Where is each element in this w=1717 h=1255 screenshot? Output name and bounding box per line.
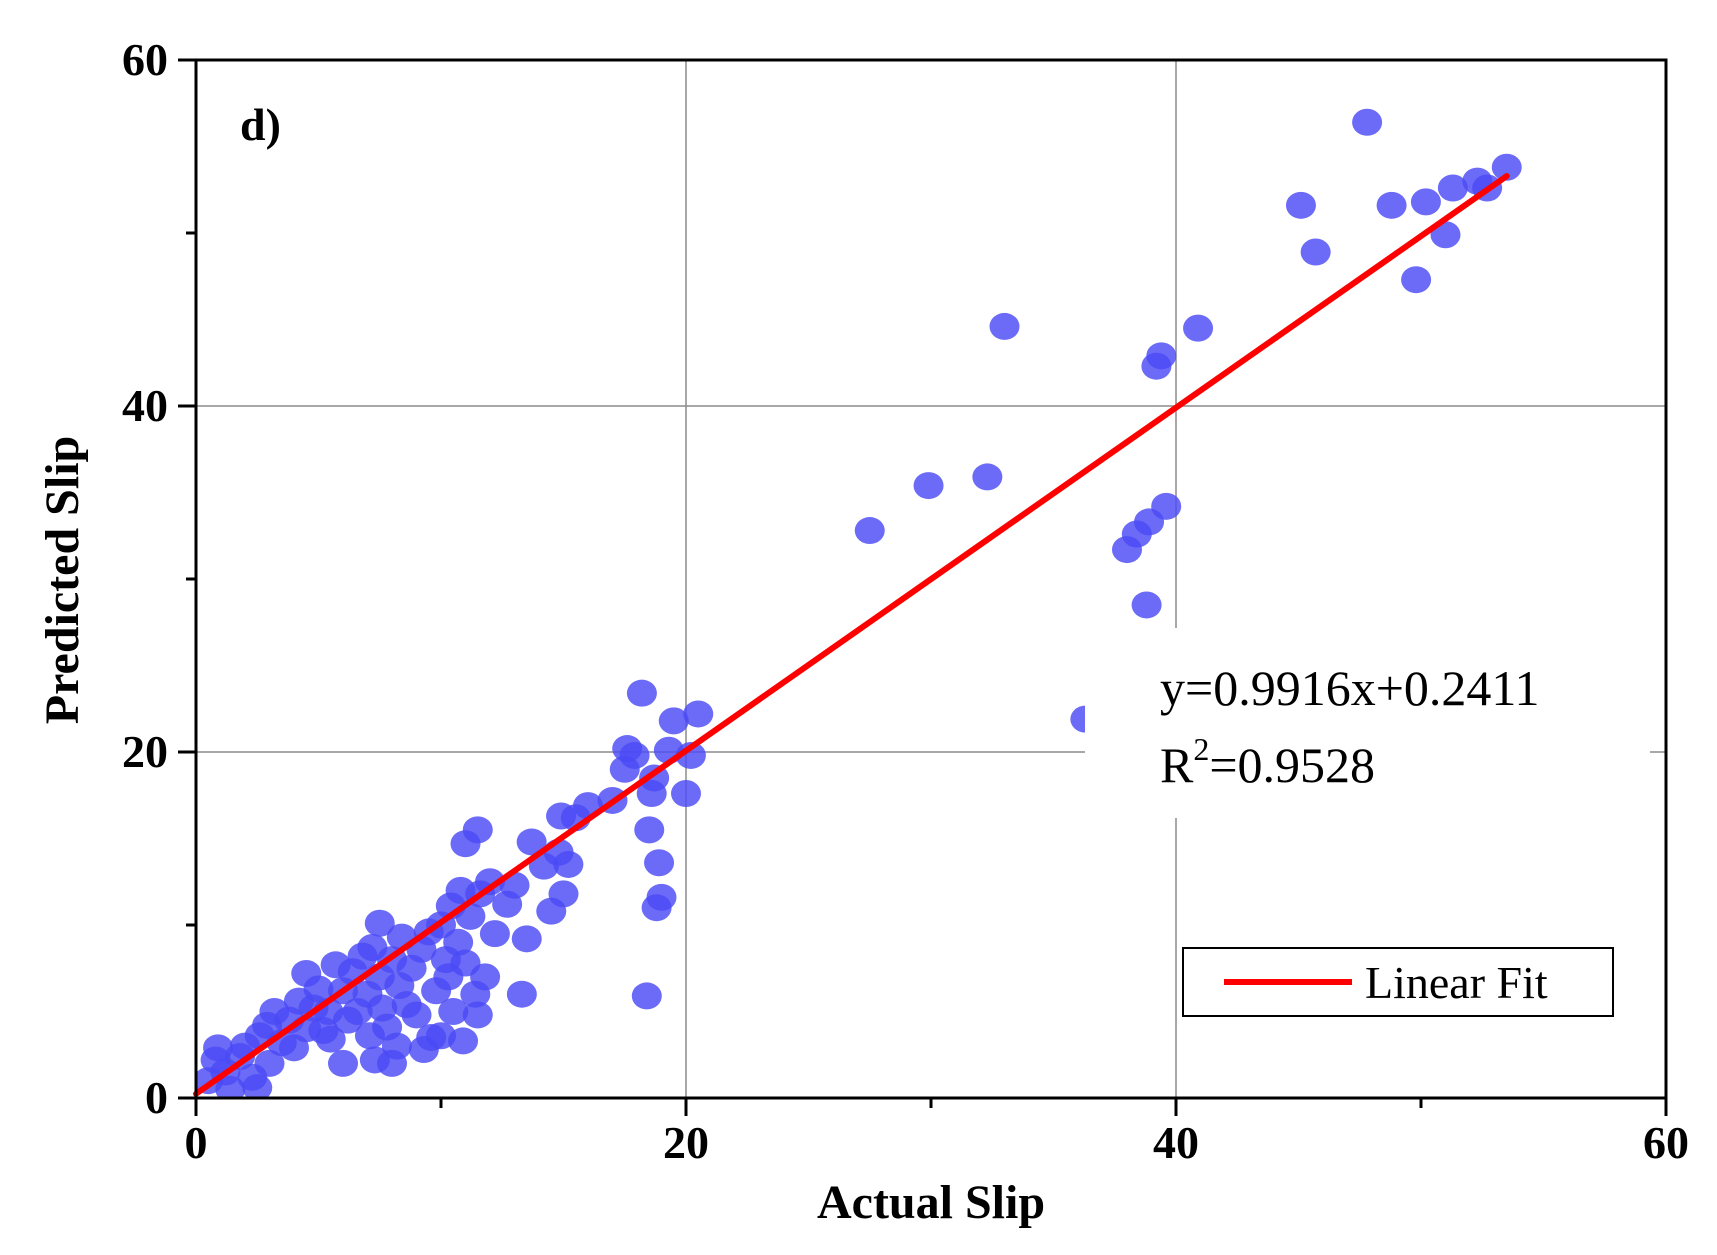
data-point-120 — [1430, 221, 1461, 249]
data-point-89 — [631, 982, 662, 1010]
r-squared-prefix: R — [1160, 737, 1194, 793]
data-point-119 — [1410, 188, 1441, 216]
data-point-81 — [548, 880, 579, 908]
data-point-97 — [658, 707, 689, 735]
data-point-67 — [426, 1022, 456, 1050]
data-point-68 — [377, 1049, 407, 1077]
panel-label: d) — [240, 99, 281, 150]
x-tick-label-40: 40 — [1153, 1117, 1199, 1168]
data-point-64 — [479, 920, 510, 948]
data-point-23 — [315, 1025, 346, 1053]
data-point-95 — [646, 883, 677, 911]
data-point-100 — [683, 700, 714, 728]
data-point-99 — [675, 741, 706, 769]
data-point-88 — [626, 679, 657, 707]
data-point-113 — [1183, 314, 1214, 342]
data-point-73 — [506, 980, 537, 1008]
data-point-109 — [1131, 591, 1162, 619]
r-squared: R2=0.9528 — [1160, 731, 1375, 793]
data-point-42 — [364, 909, 395, 937]
data-point-45 — [401, 1001, 432, 1029]
data-point-8 — [242, 1074, 273, 1098]
data-point-70 — [462, 816, 493, 844]
y-tick-label-40: 40 — [122, 380, 168, 431]
data-point-94 — [644, 849, 675, 877]
data-point-115 — [1300, 238, 1331, 266]
fit-line-group — [193, 173, 1510, 1097]
data-point-74 — [511, 925, 542, 953]
data-point-4 — [215, 1075, 246, 1098]
y-tick-label-0: 0 — [145, 1072, 168, 1123]
data-point-56 — [443, 928, 474, 956]
data-point-102 — [913, 472, 944, 500]
x-tick-label-20: 20 — [663, 1117, 709, 1168]
legend: Linear Fit — [1182, 947, 1614, 1017]
data-point-55 — [438, 998, 469, 1025]
tick-marks: 0 20 40 60 0 20 40 60 — [122, 34, 1689, 1168]
y-tick-label-60: 60 — [122, 34, 168, 85]
data-point-117 — [1376, 191, 1407, 219]
fit-equation: y=0.9916x+0.2411 — [1160, 660, 1540, 716]
data-point-65 — [462, 1001, 493, 1029]
data-point-63 — [475, 868, 505, 896]
data-point-114 — [1285, 191, 1316, 219]
data-point-118 — [1401, 266, 1432, 294]
data-point-11 — [254, 1049, 285, 1077]
x-tick-label-60: 60 — [1643, 1117, 1689, 1168]
data-points — [196, 108, 1522, 1098]
data-point-103 — [972, 463, 1003, 491]
equation-background — [1085, 628, 1650, 818]
r-squared-superscript: 2 — [1193, 731, 1209, 767]
legend-label-linear-fit: Linear Fit — [1365, 957, 1548, 1008]
data-point-87 — [619, 741, 650, 769]
data-point-111 — [1146, 342, 1177, 370]
data-point-80 — [553, 850, 584, 878]
data-point-112 — [1151, 492, 1182, 520]
data-point-104 — [989, 312, 1020, 340]
x-axis-title: Actual Slip — [817, 1176, 1045, 1229]
data-point-121 — [1437, 174, 1468, 202]
y-tick-label-20: 20 — [122, 726, 168, 777]
data-point-34 — [328, 1049, 358, 1077]
linear-fit-line — [193, 173, 1510, 1097]
x-tick-label-0: 0 — [185, 1117, 208, 1168]
data-point-116 — [1352, 108, 1383, 136]
data-point-75 — [516, 828, 547, 856]
data-point-124 — [1491, 153, 1522, 181]
r-squared-value: =0.9528 — [1209, 737, 1375, 793]
y-axis-title: Predicted Slip — [36, 436, 89, 724]
data-point-20 — [303, 975, 334, 1003]
data-point-90 — [634, 816, 665, 844]
data-point-62 — [470, 963, 501, 991]
data-point-98 — [671, 780, 701, 808]
data-point-101 — [854, 517, 885, 545]
